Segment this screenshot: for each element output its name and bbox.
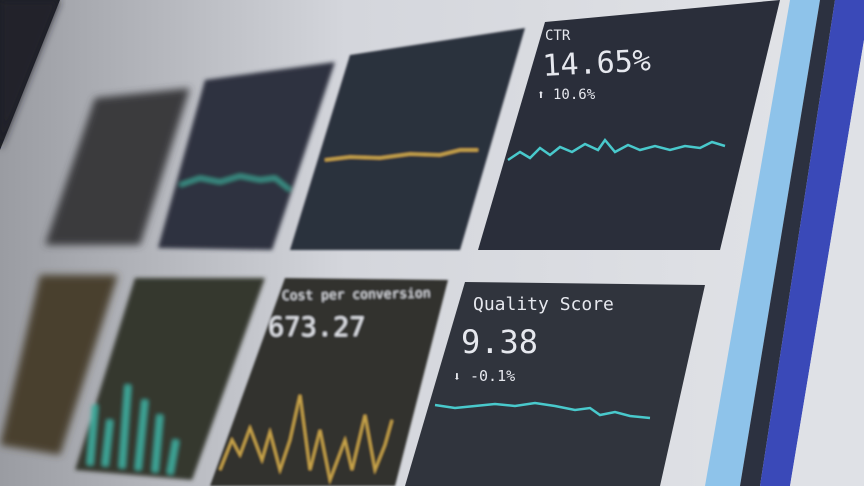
quality-score-label: Quality Score	[473, 294, 614, 315]
sparkline-top-3	[324, 148, 478, 162]
sparkline-top-2	[179, 174, 291, 192]
side-stripe-blue	[760, 0, 864, 486]
ctr-label: CTR	[545, 28, 571, 44]
quality-score-change: -0.1%	[470, 367, 515, 385]
panel-quality-score	[405, 282, 705, 486]
arrow-up-icon: ⬆	[537, 88, 545, 103]
panel-top-2	[158, 62, 335, 250]
side-stripe-light	[705, 0, 820, 486]
panel-ctr	[478, 0, 780, 250]
side-bezel	[790, 40, 864, 486]
side-stripe-dark	[740, 0, 835, 486]
ctr-change: 10.6%	[553, 87, 596, 103]
panel-top-1	[45, 88, 190, 245]
sparkline-ctr	[507, 137, 726, 162]
arrow-down-icon: ⬇	[453, 370, 461, 385]
quality-score-value: 9.38	[461, 323, 538, 361]
photo-background	[0, 0, 60, 150]
cost-per-conversion-value: 673.27	[268, 312, 366, 343]
panel-top-3	[290, 28, 525, 250]
bar-chart-bottom-2	[87, 384, 179, 475]
sparkline-cost-per-conversion	[218, 394, 394, 485]
cost-per-conversion-label: Cost per conversion	[282, 286, 431, 304]
ctr-value: 14.65%	[542, 43, 652, 84]
panel-bottom-1	[0, 275, 118, 455]
sparkline-quality-score	[434, 401, 651, 420]
